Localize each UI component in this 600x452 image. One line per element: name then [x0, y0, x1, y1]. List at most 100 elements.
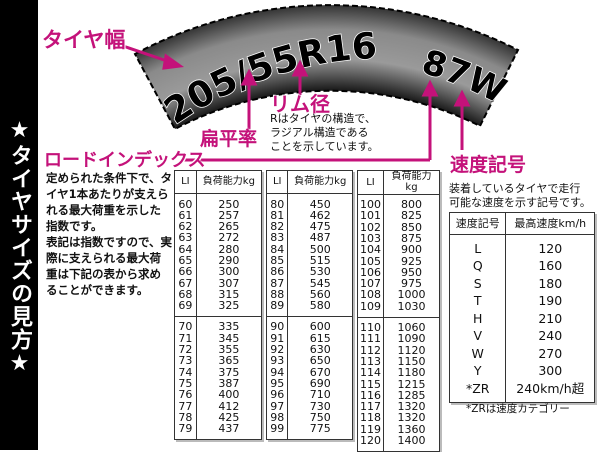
li-cell: 64 — [174, 243, 197, 255]
table-row: 109 1030 — [357, 300, 440, 312]
kg-cell: 545 — [309, 276, 331, 290]
li-cell: 60 — [174, 198, 197, 210]
kg-cell: 462 — [309, 208, 331, 222]
li-cell: 63 — [174, 232, 197, 244]
kg-cell: 670 — [309, 365, 331, 379]
table-row: 66 300 — [174, 266, 262, 278]
speed-description: 装着しているタイヤで走行 可能な速度を示す記号です。 — [449, 182, 591, 210]
speed-row: L 120 — [449, 239, 595, 257]
li-cell: 66 — [174, 266, 197, 278]
kg-cell: 280 — [218, 242, 240, 256]
li-cell: 104 — [357, 244, 384, 256]
li-cell: 79 — [174, 423, 197, 434]
kg-cell: 950 — [401, 265, 422, 279]
load-desc-line: 定められた条件下で、タ — [46, 171, 173, 185]
li-cell: 88 — [266, 289, 289, 300]
table-row: 68 315 — [174, 287, 262, 301]
table-row: 84 500 — [266, 243, 353, 255]
li-cell: 106 — [357, 267, 384, 278]
kg-cell: 475 — [309, 220, 331, 234]
kg-cell: 450 — [309, 197, 331, 211]
load-table: LI 負荷能力kg 80 450 81 462 82 475 83 487 84 500 85 515 86… — [266, 170, 353, 440]
header-li: LI — [266, 170, 289, 194]
kg-cell: 1320 — [397, 400, 426, 414]
load-desc-line: ることができます。 — [46, 283, 149, 297]
li-cell: 111 — [357, 333, 384, 345]
kg-cell: 365 — [218, 354, 240, 368]
load-desc-line: 指数です。 — [46, 219, 103, 233]
kg-cell: 850 — [401, 220, 422, 234]
li-cell: 76 — [174, 389, 197, 401]
header-kg: 負荷能力kg — [287, 170, 353, 194]
table-row: 73 365 — [174, 354, 262, 368]
li-cell: 119 — [357, 423, 384, 435]
table-row: 120 1400 — [357, 435, 440, 446]
table-row: 93 650 — [266, 355, 353, 367]
kg-cell: 615 — [309, 331, 331, 345]
kg-cell: 690 — [309, 376, 331, 390]
li-cell: 86 — [266, 266, 289, 278]
kg-cell: 1060 — [397, 321, 426, 335]
table-row: 76 400 — [174, 389, 262, 401]
label-load-index: ロードインデックス — [44, 150, 206, 171]
load-description: 定められた条件下で、タ イヤ1本あたりが支えら れる最大荷重を示した 指数です。… — [46, 170, 172, 298]
speed-value-cell: 120 — [538, 240, 563, 256]
tire-diagram: 205/55R16 87W — [119, 4, 520, 162]
table-row: 77 412 — [174, 399, 262, 413]
table-row: 115 1215 — [357, 378, 440, 390]
speed-value-cell: 300 — [538, 363, 563, 378]
li-cell: 115 — [357, 378, 384, 390]
kg-cell: 750 — [309, 410, 331, 424]
load-desc-line: 表記は指数ですので、実 — [46, 235, 173, 249]
kg-cell: 487 — [309, 231, 331, 245]
table-row: 83 487 — [266, 231, 353, 245]
kg-cell: 1120 — [397, 343, 426, 357]
kg-cell: 600 — [309, 320, 331, 334]
table-row: 108 1000 — [357, 289, 440, 301]
kg-cell: 530 — [309, 265, 331, 279]
table-row: 75 387 — [174, 378, 262, 389]
kg-cell: 515 — [309, 253, 331, 267]
table-row: 117 1320 — [357, 400, 440, 414]
table-row: 60 250 — [174, 198, 262, 210]
li-cell: 110 — [357, 322, 384, 333]
kg-cell: 315 — [218, 287, 240, 301]
li-cell: 73 — [174, 355, 197, 367]
li-cell: 91 — [266, 332, 289, 344]
li-cell: 116 — [357, 390, 384, 401]
kg-cell: 345 — [218, 331, 240, 345]
kg-cell: 875 — [401, 231, 422, 245]
width-arrow — [119, 43, 171, 64]
table-row: 69 325 — [174, 300, 262, 311]
kg-cell: 257 — [218, 208, 240, 222]
speed-table: 速度記号 最高速度km/h L 120 Q 160 S 180 T 190 H 210 V 240 W 2… — [449, 212, 595, 403]
li-cell: 109 — [357, 300, 384, 312]
table-row: 103 875 — [357, 231, 440, 245]
li-cell: 67 — [174, 277, 197, 289]
table-row: 91 615 — [266, 331, 353, 345]
li-cell: 69 — [174, 300, 197, 311]
speed-symbol-cell: S — [449, 274, 507, 292]
speed-value-cell: 210 — [538, 310, 563, 326]
speed-desc-line: 可能な速度を示す記号です。 — [449, 196, 591, 209]
kg-cell: 272 — [218, 231, 240, 245]
li-cell: 101 — [357, 210, 384, 222]
li-cell: 72 — [174, 344, 197, 355]
table-row: 101 825 — [357, 210, 440, 222]
kg-cell: 355 — [218, 343, 240, 357]
li-cell: 99 — [266, 423, 289, 434]
label-speed-symbol: 速度記号 — [450, 154, 527, 176]
li-cell: 65 — [174, 255, 197, 266]
li-cell: 118 — [357, 412, 384, 424]
kg-cell: 412 — [218, 399, 240, 413]
li-cell: 85 — [266, 255, 289, 266]
load-desc-line: イヤ1本あたりが支えら — [46, 187, 169, 201]
table-row: 81 462 — [266, 208, 353, 222]
speed-row: W 270 — [449, 344, 595, 362]
kg-cell: 1150 — [397, 354, 426, 368]
li-cell: 74 — [174, 366, 197, 378]
table-row: 85 515 — [266, 253, 353, 267]
header-kg: 負荷能力kg — [196, 170, 262, 194]
kg-cell: 560 — [309, 287, 331, 301]
speed-symbol-cell: L — [449, 239, 507, 257]
